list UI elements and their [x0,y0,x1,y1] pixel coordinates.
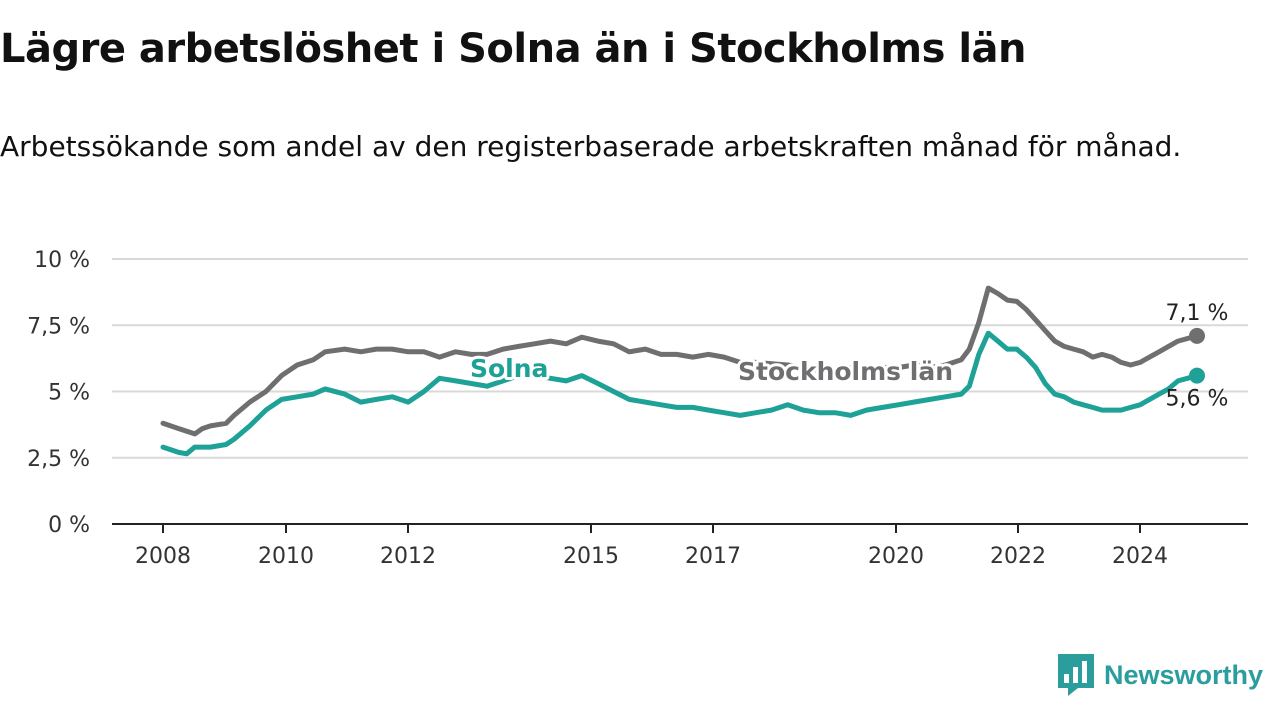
chart-subtitle: Arbetssökande som andel av den registerb… [0,130,1182,163]
y-tick-label: 2,5 % [27,447,90,472]
x-tick-label: 2020 [868,544,924,569]
series-label: Solna [470,354,548,383]
series-label: Stockholms län [738,357,953,386]
newsworthy-logo: Newsworthy [1058,654,1263,696]
line-chart: 0 % 2,5 % 5 % 7,5 % 10 % 2008 2010 2012 2015 2017… [27,248,1248,569]
x-tick-label: 2015 [563,544,619,569]
newsworthy-logo-text: Newsworthy [1104,659,1264,690]
series-end-label: 7,1 % [1166,301,1229,326]
series-line-stockholms-län [160,285,1200,437]
x-tick-label: 2008 [135,544,191,569]
x-tick-label: 2017 [685,544,741,569]
newsworthy-logo-icon [1058,654,1094,696]
series-end-label: 5,6 % [1166,387,1229,412]
y-tick-label: 0 % [48,513,90,538]
series-line-solna [160,330,1200,457]
x-tick-label: 2010 [258,544,314,569]
x-tick-label: 2022 [990,544,1046,569]
y-tick-label: 7,5 % [27,314,90,339]
series-end-dot [1189,327,1205,344]
series-end-dot [1189,367,1205,384]
x-tick-label: 2012 [380,544,436,569]
x-tick-label: 2024 [1112,544,1168,569]
chart-title: Lägre arbetslöshet i Solna än i Stockhol… [0,26,1027,72]
y-tick-label: 10 % [34,248,90,273]
y-tick-label: 5 % [48,381,90,406]
